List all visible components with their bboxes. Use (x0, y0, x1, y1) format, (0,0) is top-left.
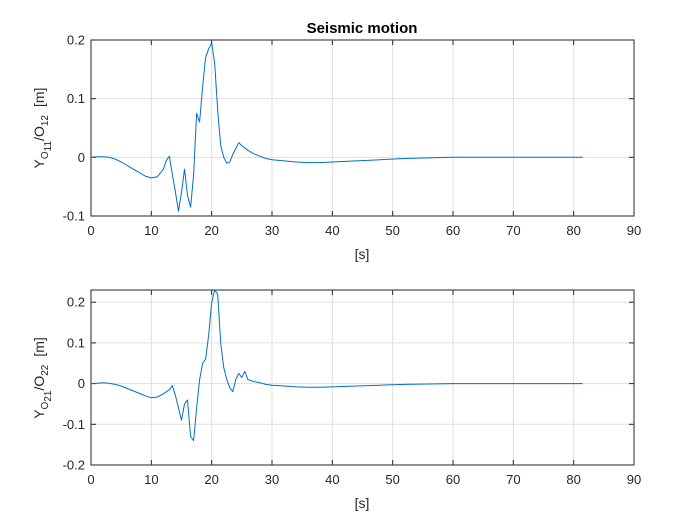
bottom-y-tick-label: 0.2 (67, 295, 85, 310)
bottom-x-tick-label: 0 (87, 472, 94, 487)
top-x-tick-label: 90 (627, 223, 641, 238)
bottom-grid (91, 290, 634, 465)
top-x-tick-label: 30 (265, 223, 279, 238)
bottom-x-tick-label: 20 (204, 472, 218, 487)
top-x-tick-label: 40 (325, 223, 339, 238)
bottom-x-tick-label: 90 (627, 472, 641, 487)
bottom-y-axis-label: YO21/O22[m] (31, 337, 54, 419)
bottom-x-tick-label: 70 (506, 472, 520, 487)
bottom-x-tick-label: 40 (325, 472, 339, 487)
top-x-axis-label: [s] (355, 246, 370, 262)
bottom-axes: 0 10 20 30 40 50 60 70 80 90 -0.2-0.100.10.2 [s] … (31, 289, 641, 511)
bottom-plot-area (90, 289, 635, 466)
top-series-line (90, 42, 583, 212)
top-x-tick-label: 70 (506, 223, 520, 238)
top-x-tick-labels: 0 10 20 30 40 50 60 70 80 90 (87, 223, 641, 238)
bottom-y-tick-label: -0.2 (63, 458, 85, 473)
top-plot-area (90, 39, 635, 217)
top-x-tick-label: 20 (204, 223, 218, 238)
bottom-x-tick-label: 80 (566, 472, 580, 487)
bottom-tick-marks (90, 290, 635, 466)
top-y-axis-label: YO11/O12[m] (31, 88, 54, 169)
top-y-tick-labels: -0.1 0 0.1 0.2 (63, 33, 85, 224)
bottom-x-axis-label: [s] (355, 495, 370, 511)
top-axes: 0 10 20 30 40 50 60 70 80 90 -0.100.10.2 Seismic … (31, 20, 641, 262)
bottom-x-tick-label: 10 (144, 472, 158, 487)
top-y-tick-label: -0.1 (63, 209, 85, 224)
top-y-tick-label: 0 (78, 150, 85, 165)
bottom-x-tick-label: 50 (385, 472, 399, 487)
top-x-tick-label: 80 (566, 223, 580, 238)
top-x-tick-label: 10 (144, 223, 158, 238)
bottom-x-tick-label: 60 (446, 472, 460, 487)
top-x-tick-label: 0 (87, 223, 94, 238)
top-x-tick-label: 60 (446, 223, 460, 238)
top-x-tick-label: 50 (385, 223, 399, 238)
bottom-y-tick-labels: -0.2 -0.1 0 0.1 0.2 (63, 295, 85, 473)
bottom-x-tick-label: 30 (265, 472, 279, 487)
bottom-x-tick-labels: 0 10 20 30 40 50 60 70 80 90 (87, 472, 641, 487)
bottom-y-tick-label: -0.1 (63, 417, 85, 432)
chart-title: Seismic motion (307, 20, 418, 37)
bottom-series-line (90, 289, 583, 442)
top-y-tick-label: 0.2 (67, 33, 85, 48)
top-y-tick-label: 0.1 (67, 91, 85, 106)
bottom-y-tick-label: 0.1 (67, 335, 85, 350)
top-tick-marks (90, 39, 635, 217)
bottom-y-tick-label: 0 (78, 376, 85, 391)
